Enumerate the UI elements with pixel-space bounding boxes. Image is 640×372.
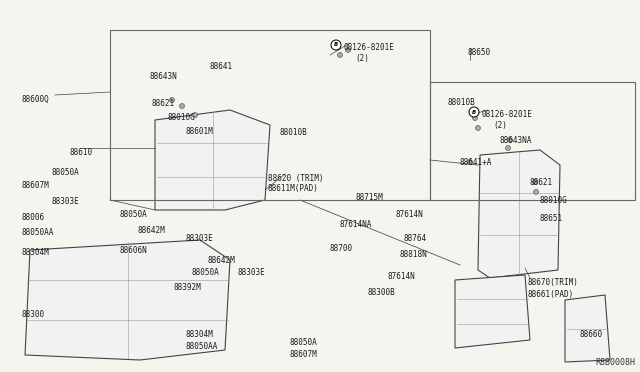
Text: 88660: 88660 <box>580 330 603 339</box>
Text: 88642M: 88642M <box>208 256 236 265</box>
Circle shape <box>337 52 342 58</box>
Circle shape <box>476 125 481 131</box>
Circle shape <box>170 97 175 103</box>
Text: 88641+A: 88641+A <box>460 158 492 167</box>
Text: 88607M: 88607M <box>22 181 50 190</box>
Text: 88642M: 88642M <box>138 226 166 235</box>
Text: 88010G: 88010G <box>168 113 196 122</box>
Text: 88050AA: 88050AA <box>22 228 54 237</box>
Text: 88300: 88300 <box>22 310 45 319</box>
Text: 88600Q: 88600Q <box>22 95 50 104</box>
Text: 88610: 88610 <box>70 148 93 157</box>
Text: 88611M(PAD): 88611M(PAD) <box>268 184 319 193</box>
Bar <box>430 82 635 200</box>
Text: 08126-8201E: 08126-8201E <box>482 110 533 119</box>
Circle shape <box>508 138 513 142</box>
Text: 88621: 88621 <box>530 178 553 187</box>
Text: 87614NA: 87614NA <box>340 220 372 229</box>
Text: 88601M: 88601M <box>186 127 214 136</box>
Text: 88392M: 88392M <box>174 283 202 292</box>
Text: 88050A: 88050A <box>120 210 148 219</box>
Text: 88764: 88764 <box>404 234 427 243</box>
Text: 88670(TRIM): 88670(TRIM) <box>528 278 579 287</box>
Text: 88650: 88650 <box>468 48 491 57</box>
Text: 88661(PAD): 88661(PAD) <box>528 290 574 299</box>
Text: R8B0008H: R8B0008H <box>595 358 635 367</box>
Text: 88620 (TRIM): 88620 (TRIM) <box>268 174 323 183</box>
Text: 08126-8201E: 08126-8201E <box>344 43 395 52</box>
Text: 88651: 88651 <box>540 214 563 223</box>
Text: 88050A: 88050A <box>192 268 220 277</box>
Text: 88303E: 88303E <box>185 234 212 243</box>
Circle shape <box>346 48 351 52</box>
Text: 88715M: 88715M <box>355 193 383 202</box>
Polygon shape <box>25 240 230 360</box>
Text: 88303E: 88303E <box>237 268 265 277</box>
Circle shape <box>506 145 511 151</box>
Text: 88006: 88006 <box>22 213 45 222</box>
Text: 88050A: 88050A <box>52 168 80 177</box>
Text: 88607M: 88607M <box>290 350 317 359</box>
Circle shape <box>469 107 479 117</box>
Text: 88643NA: 88643NA <box>500 136 532 145</box>
Text: 88050A: 88050A <box>290 338 317 347</box>
Text: 88621: 88621 <box>152 99 175 108</box>
Text: B: B <box>334 42 338 48</box>
Circle shape <box>467 160 472 164</box>
Polygon shape <box>565 295 610 362</box>
Bar <box>110 30 430 200</box>
Text: 88300B: 88300B <box>368 288 396 297</box>
Text: 88010B: 88010B <box>447 98 475 107</box>
Text: 87614N: 87614N <box>396 210 424 219</box>
Text: B: B <box>472 109 476 115</box>
Polygon shape <box>155 110 270 210</box>
Circle shape <box>193 112 198 118</box>
Text: 88304M: 88304M <box>185 330 212 339</box>
Text: 88700: 88700 <box>330 244 353 253</box>
Circle shape <box>534 189 538 195</box>
Text: 87614N: 87614N <box>387 272 415 281</box>
Text: 88050AA: 88050AA <box>185 342 218 351</box>
Circle shape <box>532 180 538 185</box>
Polygon shape <box>455 275 530 348</box>
Circle shape <box>179 103 184 109</box>
Text: (2): (2) <box>355 54 369 63</box>
Circle shape <box>331 40 341 50</box>
Text: 88304M: 88304M <box>22 248 50 257</box>
Text: 88818N: 88818N <box>400 250 428 259</box>
Text: 88641: 88641 <box>210 62 233 71</box>
Text: 88010B: 88010B <box>280 128 308 137</box>
Text: 88643N: 88643N <box>150 72 178 81</box>
Polygon shape <box>478 150 560 278</box>
Text: 88303E: 88303E <box>52 197 80 206</box>
Circle shape <box>472 115 477 121</box>
Text: 88010G: 88010G <box>540 196 568 205</box>
Text: 88606N: 88606N <box>120 246 148 255</box>
Text: (2): (2) <box>493 121 507 130</box>
